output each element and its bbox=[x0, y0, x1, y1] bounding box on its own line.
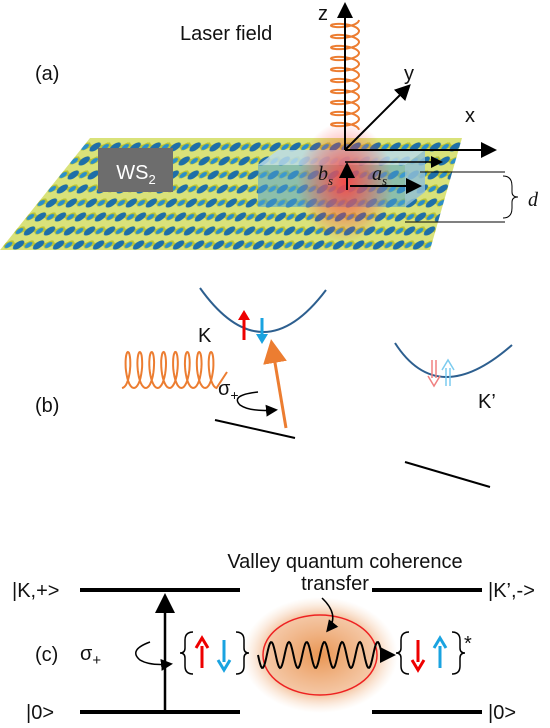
sigma-b-text: σ bbox=[218, 378, 231, 400]
material-sub: 2 bbox=[148, 172, 155, 187]
state-kp: |K’,-> bbox=[488, 580, 535, 602]
panel-a-label: (a) bbox=[35, 63, 59, 85]
kp-spin-up bbox=[442, 360, 454, 386]
kp-label: K’ bbox=[478, 391, 496, 413]
a-text: a bbox=[372, 163, 382, 185]
b-sub: s bbox=[328, 173, 333, 188]
sigma-b-sub: + bbox=[230, 387, 238, 403]
c2-spin-down bbox=[412, 640, 424, 670]
panel-c-label: (c) bbox=[35, 644, 58, 666]
a-sub: s bbox=[382, 173, 387, 188]
d-brace bbox=[503, 176, 518, 218]
ground-left: |0> bbox=[26, 702, 54, 724]
braces-right bbox=[396, 632, 465, 674]
d-label: d bbox=[528, 189, 539, 211]
x-label: x bbox=[465, 105, 475, 127]
kp-ground bbox=[405, 462, 490, 487]
sigma-b: σ+ bbox=[218, 378, 239, 403]
transfer-label: transfer bbox=[301, 573, 369, 595]
braces-left bbox=[180, 632, 249, 674]
spin-down-head bbox=[256, 334, 268, 344]
panel-b-label: (b) bbox=[35, 395, 59, 417]
kp-valley bbox=[395, 343, 512, 377]
sigma-c-text: σ bbox=[80, 643, 93, 665]
material-text: WS bbox=[116, 162, 148, 184]
z-label: z bbox=[318, 3, 328, 25]
laser-label: Laser field bbox=[180, 23, 272, 45]
b-text: b bbox=[318, 163, 328, 185]
ground-right: |0> bbox=[488, 702, 516, 724]
c2-spin-up bbox=[434, 638, 446, 668]
excitation-arrow bbox=[272, 345, 286, 428]
c-spin-down bbox=[218, 640, 230, 670]
light-helix bbox=[122, 352, 227, 388]
spin-up-head bbox=[238, 310, 250, 320]
sigma-c-sub: + bbox=[92, 652, 101, 669]
state-k: |K,+> bbox=[12, 580, 59, 602]
y-label: y bbox=[404, 63, 414, 85]
c-spin-up bbox=[196, 638, 208, 668]
coherence-title: Valley quantum coherence bbox=[227, 551, 462, 573]
figure: WS2 d z y x Laser field (a) bs as K K’ σ… bbox=[0, 0, 550, 728]
sigma-curl bbox=[237, 392, 275, 410]
k-label: K bbox=[198, 325, 212, 347]
conjugate-star: * bbox=[464, 633, 472, 655]
sigma-c: σ+ bbox=[80, 643, 101, 669]
k-ground bbox=[215, 420, 295, 438]
